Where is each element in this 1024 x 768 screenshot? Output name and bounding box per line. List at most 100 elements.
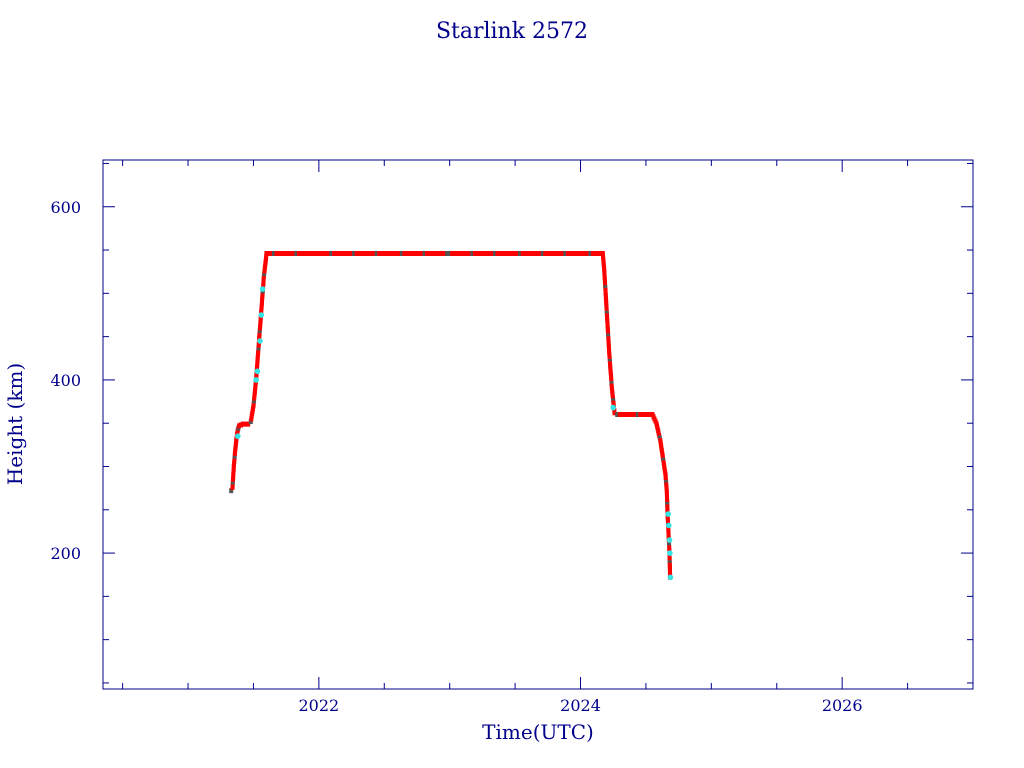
highlight-point [667,574,674,581]
data-point [440,251,445,256]
data-point [543,251,548,256]
data-point [485,251,490,256]
data-point [306,251,311,256]
data-point [533,251,538,256]
data-point [528,251,533,256]
data-point [568,251,573,256]
data-point [648,412,652,417]
data-point [607,346,611,352]
data-point [603,295,608,301]
data-point [508,251,513,256]
data-point [595,251,600,256]
data-point [620,412,625,417]
data-point [555,251,560,256]
data-point [382,251,387,256]
data-point [550,251,555,256]
data-point [319,251,324,256]
data-point [230,484,235,490]
data-point [625,412,630,417]
data-point [475,251,480,256]
data-point [359,251,364,256]
data-point [253,382,258,388]
data-point [232,456,237,462]
data-point [364,251,369,256]
data-point [603,285,608,291]
highlight-point [257,338,263,344]
data-point [369,251,374,256]
data-point [264,251,269,256]
data-point [427,251,432,256]
data-point [272,251,276,256]
data-point [518,251,523,256]
data-point [337,251,341,256]
y-tick-label: 400 [50,371,81,390]
data-point [249,416,254,422]
data-point [605,328,610,334]
data-point [490,251,495,256]
data-point [321,251,326,256]
data-point [250,408,255,414]
data-point [520,251,525,256]
data-point [248,419,253,424]
data-point [412,251,417,256]
data-point [279,251,284,256]
data-point [425,251,429,256]
data-point [374,251,379,256]
data-point [455,251,460,256]
data-point [334,251,339,256]
data-point [387,251,392,256]
data-point [232,453,237,459]
data-point [590,251,595,256]
data-point [605,313,609,319]
x-axis: 2022 2024 2026 [122,160,974,715]
data-point [311,251,316,256]
data-point [643,412,648,417]
data-point [615,412,620,417]
y-axis: 200 400 600 [50,162,973,684]
x-tick-label: 2022 [299,696,340,715]
data-point [352,251,357,256]
highlight-markers [235,286,674,581]
data-point [565,251,570,256]
data-point [231,471,236,477]
data-point [241,421,245,427]
data-point [605,318,610,324]
data-point [445,251,450,256]
data-point [612,410,617,416]
data-point [397,251,402,256]
data-point [372,251,377,256]
data-point [269,251,274,256]
data-point [422,251,427,256]
data-point [432,251,437,256]
data-point [617,412,622,417]
highlight-point [253,377,259,383]
data-point [540,251,545,256]
data-point [354,251,359,256]
data-point [252,393,257,398]
highlight-point [258,312,265,318]
data-point [349,251,354,256]
highlight-point [235,433,241,440]
data-point [606,338,611,344]
data-point [477,251,482,256]
data-point [603,280,607,286]
data-point [635,412,640,417]
data-point [291,251,296,256]
data-point [252,390,257,396]
data-point [377,251,382,256]
data-point [583,251,588,256]
data-point [296,251,301,256]
data-point [344,251,349,256]
data-point [420,251,424,256]
data-point [563,251,568,256]
data-point [630,412,635,417]
data-point [573,251,578,256]
data-point [252,395,257,401]
data-point [500,251,505,256]
data-point [593,251,598,256]
data-point [581,251,585,256]
data-point [640,412,645,417]
data-point [604,308,609,314]
data-point [394,251,399,256]
